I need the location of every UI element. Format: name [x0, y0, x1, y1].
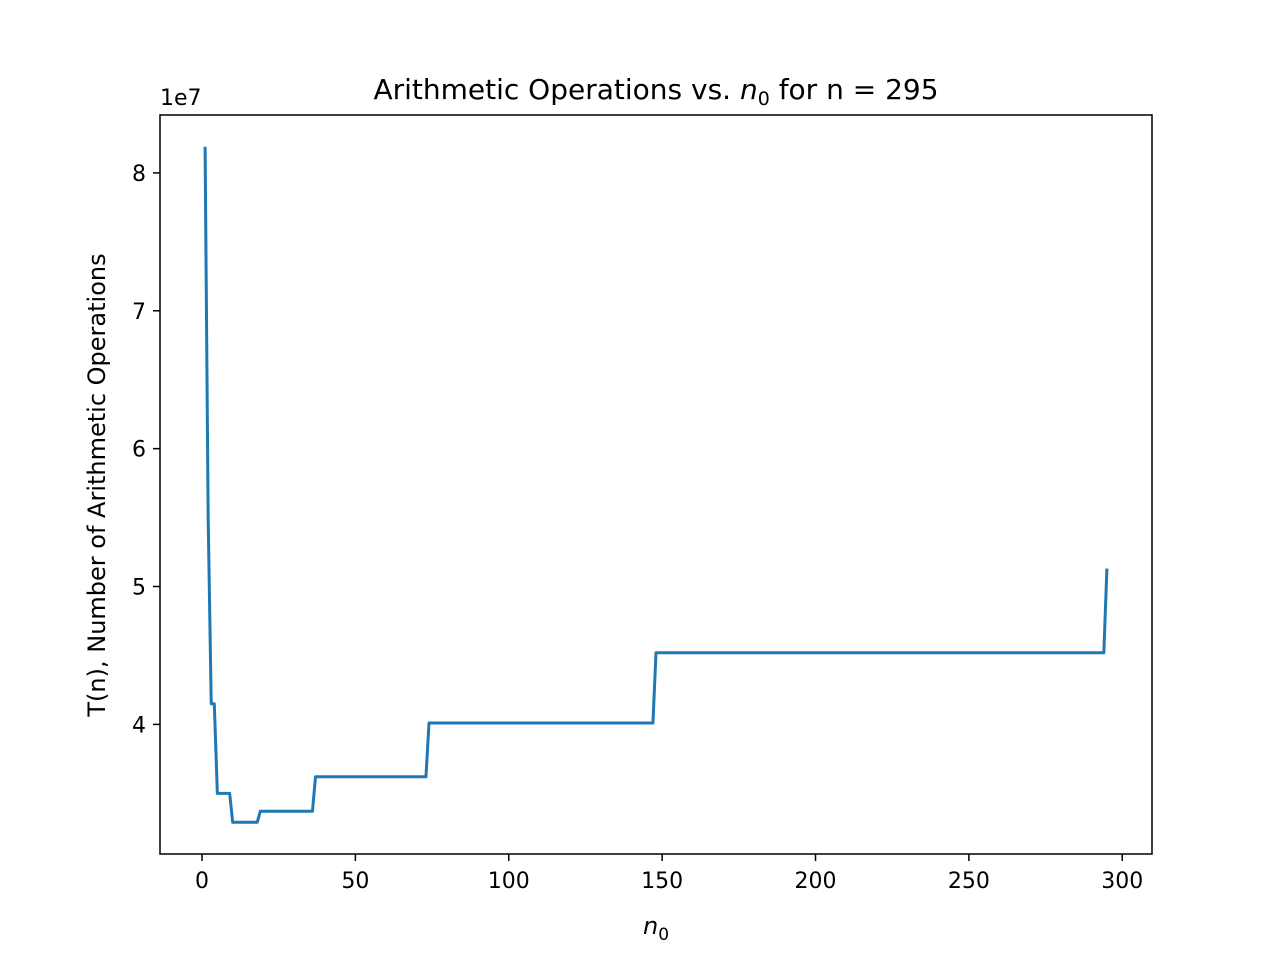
data-layer	[203, 146, 1109, 824]
x-tick-label: 200	[795, 869, 837, 894]
x-tick-label: 0	[195, 869, 209, 894]
y-axis-label: T(n), Number of Arithmetic Operations	[83, 253, 111, 717]
x-tick-label: 150	[641, 869, 683, 894]
y-tick-label: 8	[132, 162, 146, 187]
plot-frame	[159, 114, 1153, 855]
chart-title: Arithmetic Operations vs. n0 for n = 295	[373, 73, 938, 110]
series-line-0	[203, 146, 1109, 824]
y-tick-label: 7	[132, 300, 146, 325]
plot-area	[160, 115, 1152, 854]
y-tick-label: 4	[132, 713, 146, 738]
x-tick-label: 250	[948, 869, 990, 894]
x-tick-label: 100	[488, 869, 530, 894]
x-axis: 0 50 100 150 200 250 300	[195, 854, 1143, 894]
x-tick-label: 50	[341, 869, 369, 894]
x-tick-label: 300	[1101, 869, 1143, 894]
y-tick-label: 6	[132, 438, 146, 463]
y-offset-label: 1e7	[160, 86, 202, 111]
x-axis-label: n0	[643, 912, 669, 945]
y-axis: 4 5 6 7 8	[132, 162, 160, 738]
y-tick-label: 5	[132, 576, 146, 601]
